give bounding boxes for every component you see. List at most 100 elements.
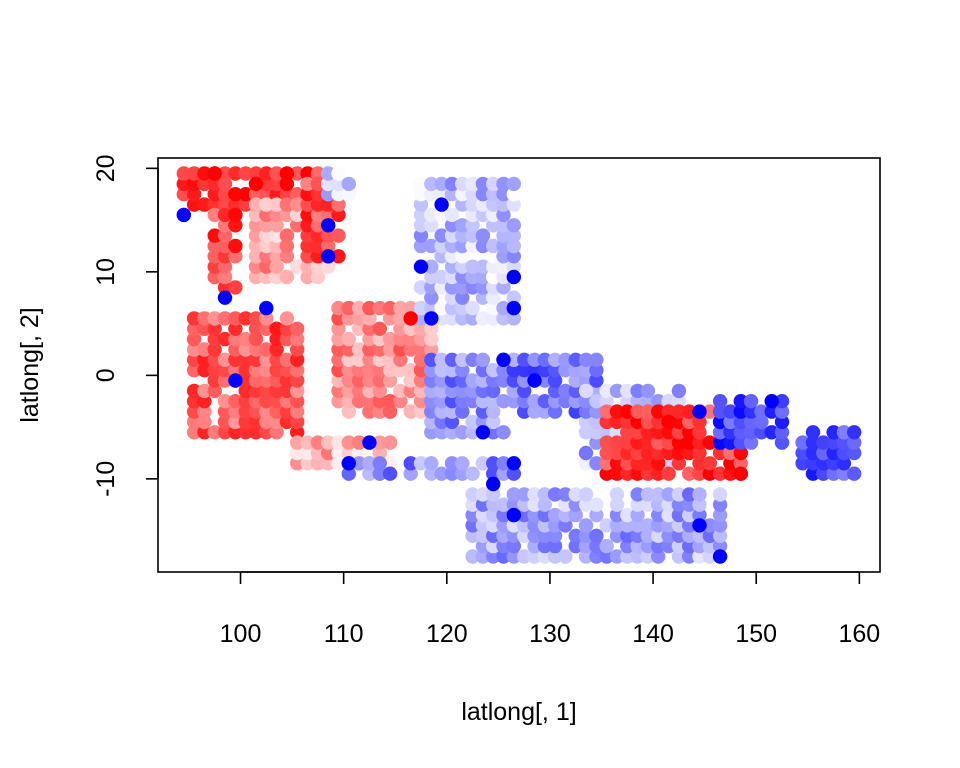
data-point (197, 394, 212, 409)
data-point (517, 373, 532, 388)
data-point (434, 425, 449, 440)
data-point (517, 518, 532, 533)
data-point (393, 383, 408, 399)
data-point (506, 466, 521, 481)
data-point (609, 445, 625, 461)
data-point (197, 176, 212, 192)
data-point (341, 300, 356, 316)
data-point (455, 373, 470, 388)
data-point (578, 363, 594, 378)
data-point (599, 456, 614, 471)
data-point (630, 487, 645, 502)
data-point (197, 363, 212, 378)
data-point (382, 466, 398, 481)
data-point (517, 352, 532, 367)
data-point (651, 456, 666, 471)
data-point (341, 445, 356, 461)
data-point (228, 311, 243, 326)
data-point (331, 352, 346, 367)
data-point (228, 280, 243, 295)
data-point (331, 342, 346, 357)
data-point (764, 425, 779, 440)
data-point (630, 435, 645, 450)
data-point (640, 466, 656, 481)
data-point (228, 342, 243, 357)
data-point (475, 487, 491, 502)
data-point-highlight (248, 176, 264, 192)
data-point (259, 373, 274, 388)
data-point (413, 300, 429, 316)
data-point (228, 197, 243, 212)
data-point (486, 518, 501, 533)
data-point (682, 466, 697, 481)
data-point-highlight (475, 425, 491, 440)
data-point (300, 259, 315, 274)
data-point (816, 435, 831, 450)
data-point (733, 414, 748, 430)
data-point (671, 538, 687, 554)
data-point (712, 394, 728, 409)
data-point (733, 394, 748, 409)
data-point (331, 197, 346, 212)
data-point (259, 404, 274, 419)
data-point (465, 207, 480, 223)
data-point (238, 373, 253, 388)
data-point (620, 425, 635, 440)
data-point (217, 228, 233, 243)
data-point (496, 280, 511, 295)
data-point (589, 456, 604, 471)
data-point (217, 280, 233, 295)
data-point-highlight (733, 466, 748, 481)
data-point (393, 394, 408, 409)
data-point (496, 269, 511, 285)
data-point (816, 445, 831, 461)
data-point (444, 207, 460, 223)
data-point (826, 466, 841, 481)
data-point (290, 321, 305, 336)
data-point (465, 187, 480, 202)
x-tick-label: 160 (839, 620, 881, 648)
data-point (455, 363, 470, 378)
data-point (424, 331, 439, 347)
data-point (692, 435, 707, 450)
data-point (475, 518, 491, 533)
data-point (671, 507, 687, 523)
data-point (723, 404, 738, 419)
data-point (465, 466, 480, 481)
data-point (640, 435, 656, 450)
data-point (486, 311, 501, 326)
data-point (486, 549, 501, 564)
data-point (537, 497, 552, 512)
data-point (269, 238, 284, 254)
data-point (362, 331, 377, 347)
data-point (424, 394, 439, 409)
data-point (661, 404, 676, 419)
data-point (692, 528, 707, 543)
data-point (321, 207, 336, 223)
data-point (558, 497, 573, 512)
data-point (506, 497, 521, 512)
data-point (496, 456, 511, 471)
data-point (362, 352, 377, 367)
data-point (434, 404, 449, 419)
data-point (558, 518, 573, 533)
data-point (733, 435, 748, 450)
data-point (351, 456, 367, 471)
data-point (506, 259, 521, 274)
data-point (671, 435, 687, 450)
data-point (682, 528, 697, 543)
data-point (341, 404, 356, 419)
data-point (444, 456, 460, 471)
x-axis-title: latlong[, 1] (461, 698, 576, 726)
data-point (321, 187, 336, 202)
data-point (527, 352, 542, 367)
data-point (578, 383, 594, 399)
data-point (465, 300, 480, 316)
data-point (496, 311, 511, 326)
data-point (475, 238, 491, 254)
data-point (805, 435, 821, 450)
data-point (774, 414, 790, 430)
data-point (186, 425, 202, 440)
data-point (259, 363, 274, 378)
data-point (506, 311, 521, 326)
